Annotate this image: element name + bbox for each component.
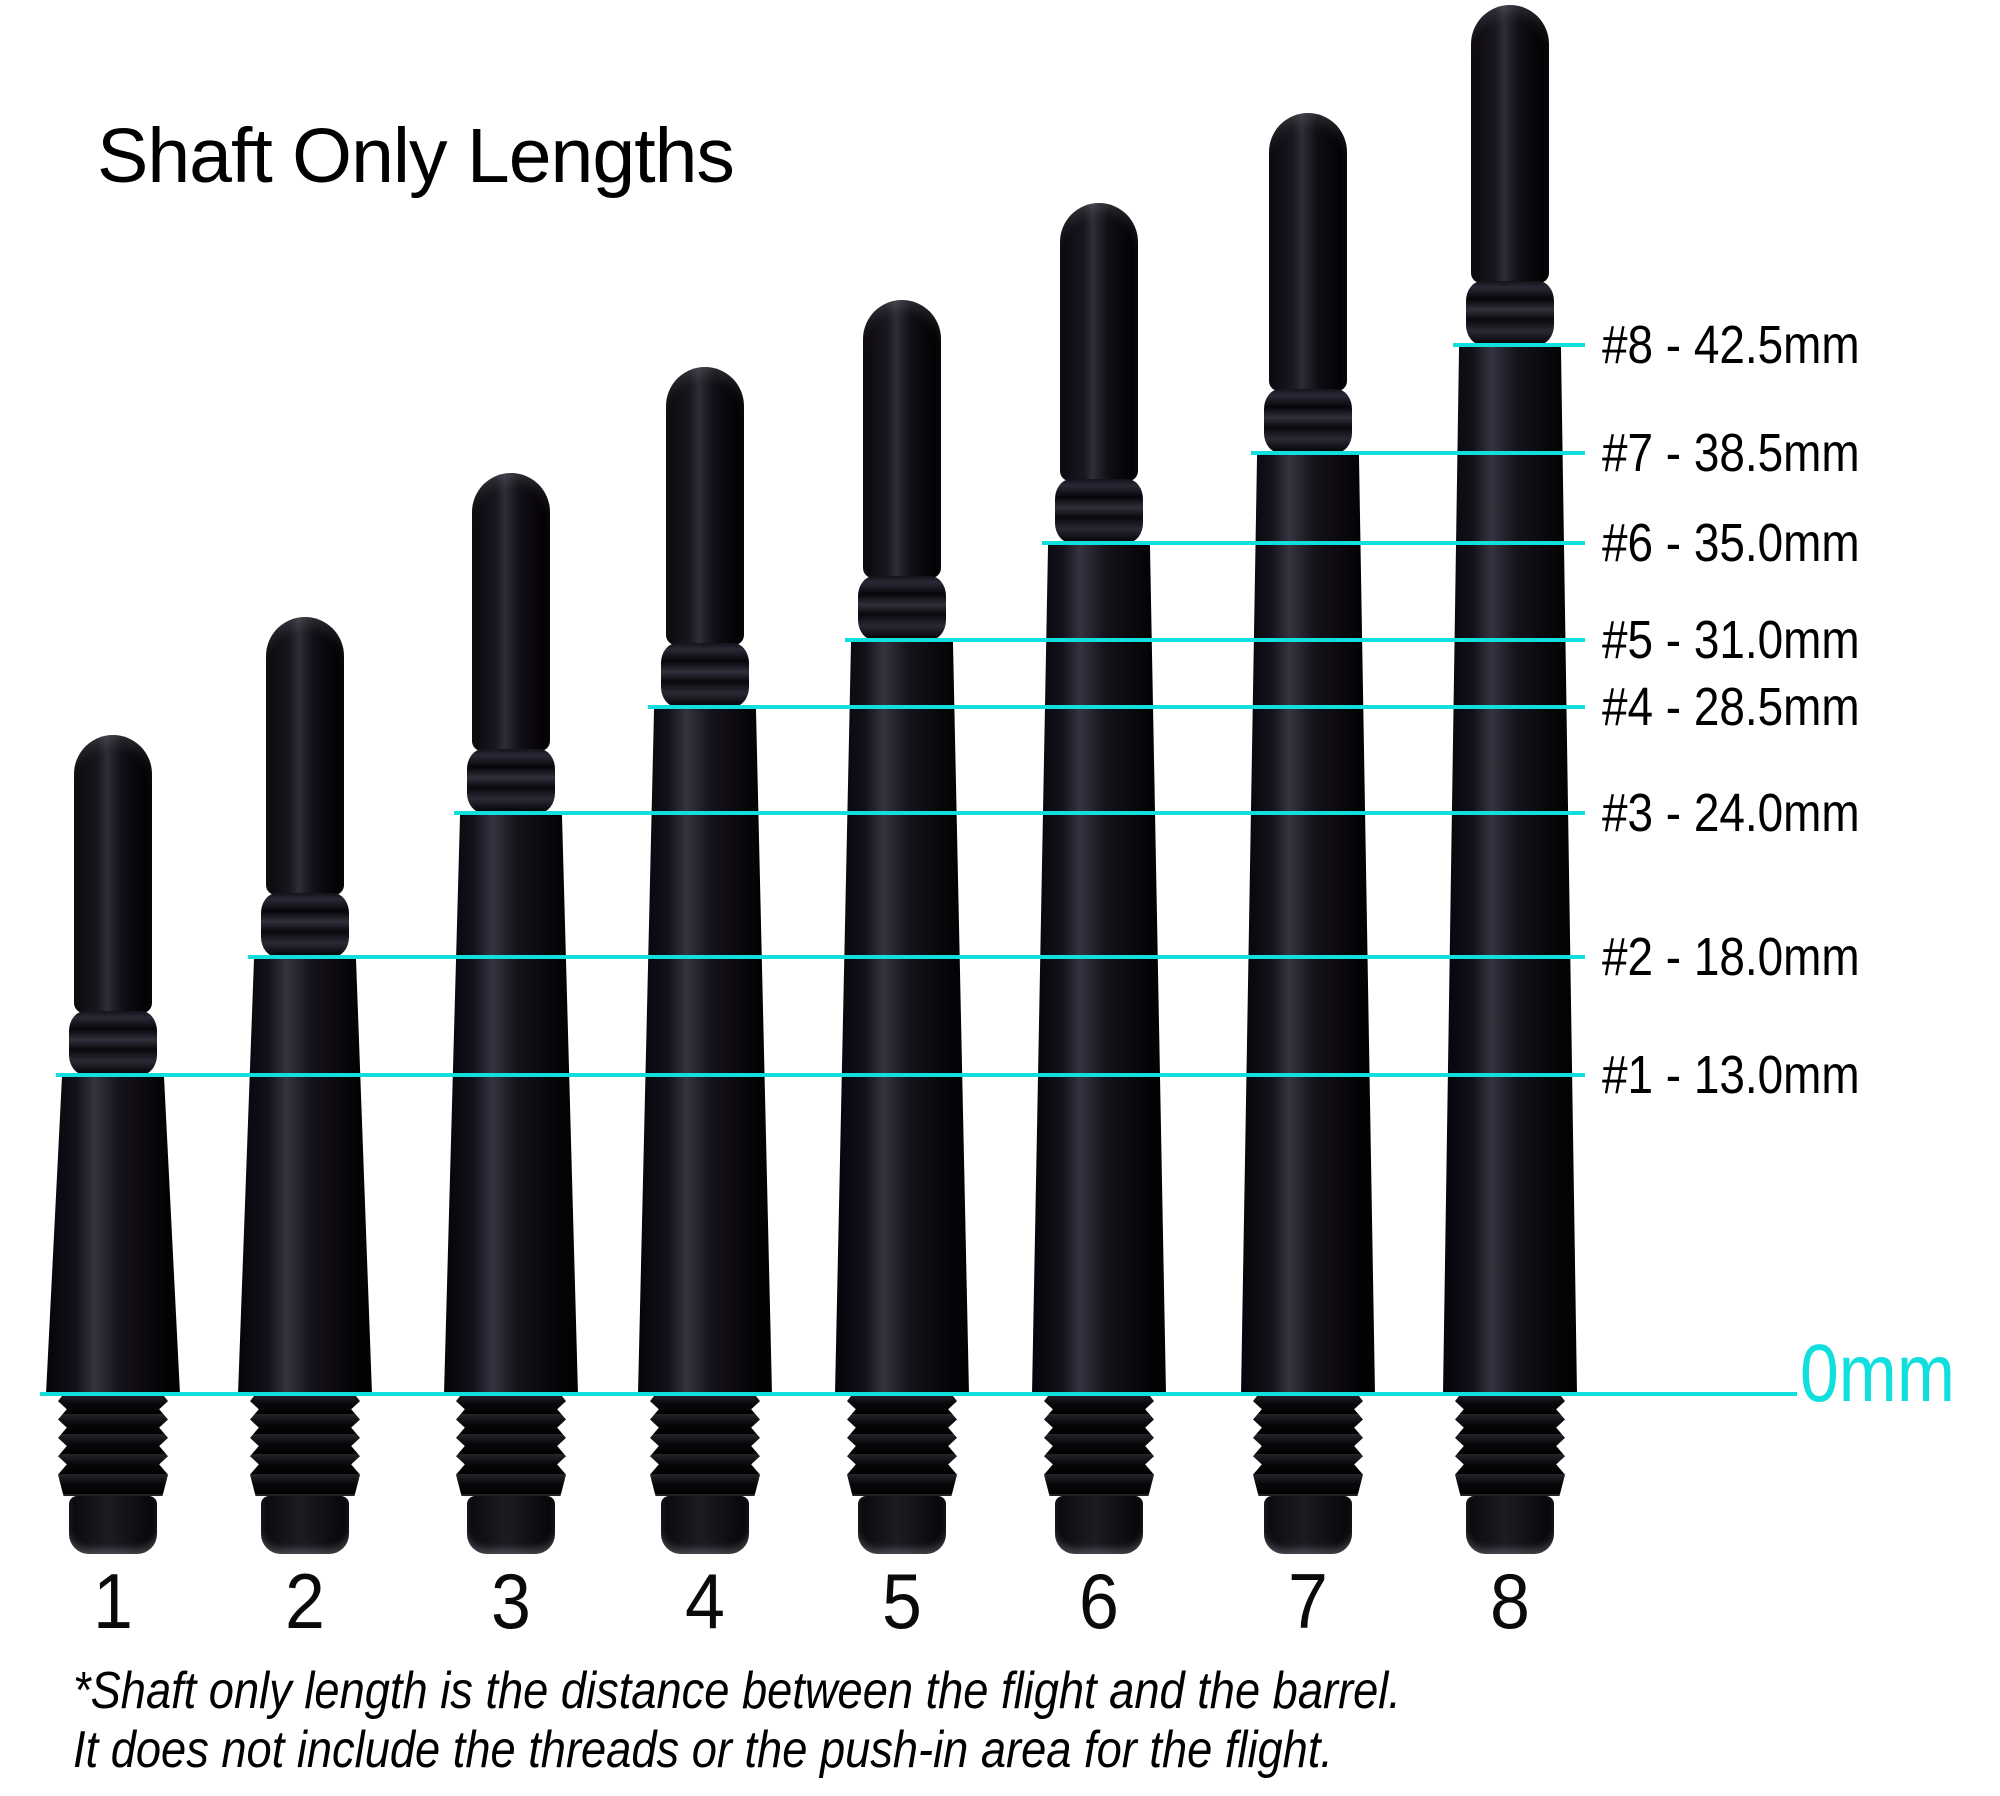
shaft-8-thread-tip — [1466, 1496, 1554, 1554]
measure-line-3 — [454, 811, 1585, 815]
shaft-1: 1 — [46, 735, 180, 1650]
shaft-6-collar-ring — [1055, 479, 1143, 543]
measure-label-2: #2 - 18.0mm — [1602, 927, 1860, 987]
shaft-7-thread-screw — [1253, 1394, 1363, 1496]
shaft-1-thread-tip — [69, 1496, 157, 1554]
measure-line-5 — [845, 638, 1585, 642]
shaft-4-flight-rod — [666, 367, 744, 645]
measure-label-7: #7 - 38.5mm — [1602, 423, 1860, 483]
shaft-5-body — [835, 640, 969, 1394]
shaft-4: 4 — [638, 367, 772, 1650]
measure-line-6 — [1042, 541, 1585, 545]
shaft-6-thread-tip — [1055, 1496, 1143, 1554]
shaft-2-thread-tip — [261, 1496, 349, 1554]
shaft-1-flight-rod — [74, 735, 152, 1013]
shaft-7-flight-rod — [1269, 113, 1347, 391]
shaft-5-collar-ring — [858, 576, 946, 640]
shaft-4-collar-ring — [661, 643, 749, 707]
shaft-1-body — [46, 1075, 180, 1394]
shaft-2: 2 — [238, 617, 372, 1650]
shaft-8-collar-ring — [1466, 281, 1554, 345]
shaft-8: 8 — [1443, 5, 1577, 1650]
measure-label-4: #4 - 28.5mm — [1602, 677, 1860, 737]
shaft-3-thread-tip — [467, 1496, 555, 1554]
shaft-3-collar-ring — [467, 749, 555, 813]
zero-baseline — [40, 1392, 1797, 1396]
footnote: *Shaft only length is the distance betwe… — [73, 1662, 1465, 1780]
shaft-2-collar-ring — [261, 893, 349, 957]
measure-label-8: #8 - 42.5mm — [1602, 315, 1860, 375]
shaft-number-6: 6 — [1079, 1557, 1119, 1645]
shaft-6: 6 — [1032, 203, 1166, 1650]
shaft-4-body — [638, 707, 772, 1394]
measure-line-2 — [248, 955, 1585, 959]
shaft-1-thread-screw — [58, 1394, 168, 1496]
footnote-line-2: It does not include the threads or the p… — [73, 1721, 1333, 1780]
shaft-7-body — [1241, 453, 1375, 1394]
shaft-8-flight-rod — [1471, 5, 1549, 283]
shaft-number-5: 5 — [882, 1557, 922, 1645]
shaft-3: 3 — [444, 473, 578, 1650]
page-title: Shaft Only Lengths — [97, 113, 735, 199]
shaft-5-thread-screw — [847, 1394, 957, 1496]
measure-line-1 — [56, 1073, 1585, 1077]
shaft-2-body — [238, 957, 372, 1394]
shaft-number-2: 2 — [285, 1557, 325, 1645]
measure-label-5: #5 - 31.0mm — [1602, 610, 1860, 670]
shaft-3-flight-rod — [472, 473, 550, 751]
measure-label-6: #6 - 35.0mm — [1602, 513, 1860, 573]
measure-label-3: #3 - 24.0mm — [1602, 783, 1860, 843]
shaft-8-thread-screw — [1455, 1394, 1565, 1496]
shaft-1-collar-ring — [69, 1011, 157, 1075]
measure-label-1: #1 - 13.0mm — [1602, 1045, 1860, 1105]
measure-line-8 — [1453, 343, 1585, 347]
shaft-2-flight-rod — [266, 617, 344, 895]
shaft-2-thread-screw — [250, 1394, 360, 1496]
shaft-number-7: 7 — [1288, 1557, 1328, 1645]
shaft-3-body — [444, 813, 578, 1394]
shaft-6-flight-rod — [1060, 203, 1138, 481]
shaft-7-collar-ring — [1264, 389, 1352, 453]
shaft-7-thread-tip — [1264, 1496, 1352, 1554]
shaft-number-8: 8 — [1490, 1557, 1530, 1645]
shaft-6-thread-screw — [1044, 1394, 1154, 1496]
shaft-6-body — [1032, 543, 1166, 1394]
shaft-number-3: 3 — [491, 1557, 531, 1645]
shaft-4-thread-tip — [661, 1496, 749, 1554]
shaft-8-body — [1443, 345, 1577, 1394]
shaft-5: 5 — [835, 300, 969, 1650]
measure-line-7 — [1251, 451, 1585, 455]
footnote-line-1: *Shaft only length is the distance betwe… — [73, 1662, 1401, 1720]
shaft-5-thread-tip — [858, 1496, 946, 1554]
shaft-5-flight-rod — [863, 300, 941, 578]
shaft-number-1: 1 — [93, 1557, 133, 1645]
shaft-4-thread-screw — [650, 1394, 760, 1496]
zero-baseline-label: 0mm — [1800, 1328, 1955, 1419]
shaft-7: 7 — [1241, 113, 1375, 1650]
measure-line-4 — [648, 705, 1585, 709]
shaft-number-4: 4 — [685, 1557, 725, 1645]
shaft-3-thread-screw — [456, 1394, 566, 1496]
